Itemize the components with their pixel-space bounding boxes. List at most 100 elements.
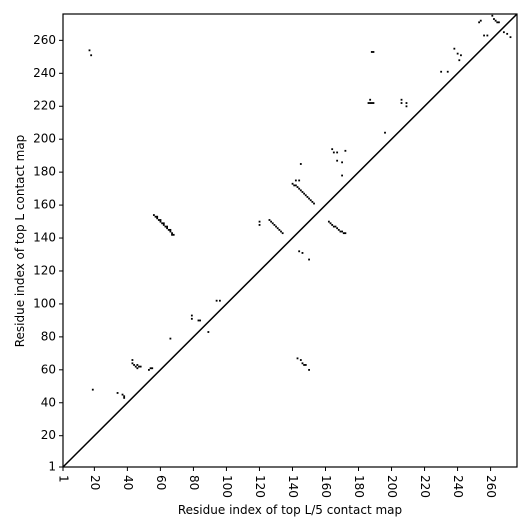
contact-point — [131, 359, 134, 361]
contact-point — [159, 220, 162, 223]
contact-point — [190, 314, 193, 317]
x-tick-label: 120 — [253, 475, 267, 498]
contact-point — [166, 227, 168, 230]
contact-point — [162, 222, 165, 225]
x-tick-label: 20 — [88, 475, 102, 490]
contact-point — [123, 396, 126, 399]
contact-point — [273, 224, 276, 226]
contact-point — [483, 34, 485, 37]
contact-point — [280, 230, 282, 233]
x-tick-label: 1 — [57, 475, 71, 483]
y-tick-label: 40 — [41, 395, 56, 409]
y-tick-label: 180 — [33, 165, 56, 179]
contact-point — [329, 222, 332, 225]
y-tick-label: 160 — [33, 198, 56, 212]
contact-point — [268, 219, 271, 221]
contact-point — [498, 21, 500, 24]
contact-point — [270, 220, 273, 223]
contact-point — [304, 364, 307, 366]
contact-point — [123, 395, 126, 398]
x-axis-label: Residue index of top L/5 contact map — [178, 503, 402, 517]
contact-point — [308, 258, 310, 261]
contact-point — [332, 225, 335, 228]
contact-point — [258, 220, 261, 223]
contact-point — [331, 224, 334, 226]
contact-point — [151, 367, 154, 370]
contact-point — [90, 54, 93, 57]
diagonal-line — [62, 13, 518, 468]
contact-point — [298, 179, 301, 182]
contact-point — [344, 232, 347, 235]
x-tick-label: 200 — [385, 475, 399, 498]
plot-frame — [62, 13, 518, 468]
contact-point — [169, 228, 172, 231]
contact-point — [301, 191, 304, 193]
x-tick-label: 140 — [286, 475, 300, 498]
contact-point — [493, 18, 495, 20]
contact-point — [334, 225, 337, 228]
contact-point — [303, 364, 306, 366]
contact-point — [332, 151, 335, 154]
x-tick-label: 180 — [352, 475, 366, 498]
contact-point — [405, 102, 408, 104]
contact-point — [258, 224, 261, 226]
contact-point — [308, 368, 310, 371]
contact-point — [478, 21, 481, 24]
contact-point — [341, 174, 343, 177]
contact-point — [91, 388, 94, 391]
contact-point — [494, 19, 497, 22]
x-tick-label: 220 — [418, 475, 432, 498]
contact-point — [138, 365, 140, 368]
x-tick-label: 260 — [484, 475, 498, 498]
contact-point — [304, 194, 307, 197]
contact-point — [453, 47, 456, 50]
contact-point — [341, 161, 343, 164]
contact-point — [313, 202, 315, 205]
contact-point — [121, 393, 124, 396]
y-tick-label: 220 — [33, 99, 56, 113]
contact-point — [303, 192, 306, 195]
contact-point — [344, 149, 347, 152]
contact-point — [400, 98, 403, 101]
contact-point — [281, 232, 284, 235]
contact-point — [341, 230, 343, 233]
x-tick-label: 240 — [451, 475, 465, 498]
y-tick-label: 20 — [41, 428, 56, 442]
contact-point — [219, 299, 221, 302]
contact-point — [446, 70, 449, 73]
contact-point — [157, 219, 160, 221]
contact-point — [405, 105, 408, 108]
contact-point — [276, 227, 279, 230]
contact-point — [336, 227, 339, 230]
contact-point — [299, 189, 302, 192]
contact-point — [339, 230, 342, 233]
x-tick-label: 160 — [319, 475, 333, 498]
y-tick-label: 80 — [41, 329, 56, 343]
contact-point — [458, 59, 461, 62]
contact-point — [154, 215, 157, 218]
contact-point — [167, 228, 170, 231]
contact-point — [370, 102, 373, 104]
contact-point — [152, 214, 155, 216]
contact-point — [136, 367, 139, 370]
contact-point — [172, 233, 175, 236]
y-tick-label: 260 — [33, 33, 56, 47]
contact-point — [336, 151, 339, 154]
contact-point — [199, 319, 202, 322]
contact-point — [298, 187, 301, 190]
x-tick-label: 40 — [121, 475, 135, 490]
contact-point — [197, 319, 200, 322]
contact-point — [311, 200, 314, 203]
contact-point — [479, 19, 482, 22]
contact-point — [190, 317, 193, 320]
x-tick-label: 80 — [187, 475, 201, 490]
contact-point — [506, 32, 509, 35]
y-axis-label: Residue index of top L contact map — [13, 135, 27, 348]
contact-point — [278, 228, 281, 231]
contact-point — [370, 51, 373, 53]
contact-point — [159, 219, 162, 221]
contact-point — [372, 51, 375, 53]
contact-point — [306, 196, 309, 198]
contact-point — [301, 362, 304, 365]
